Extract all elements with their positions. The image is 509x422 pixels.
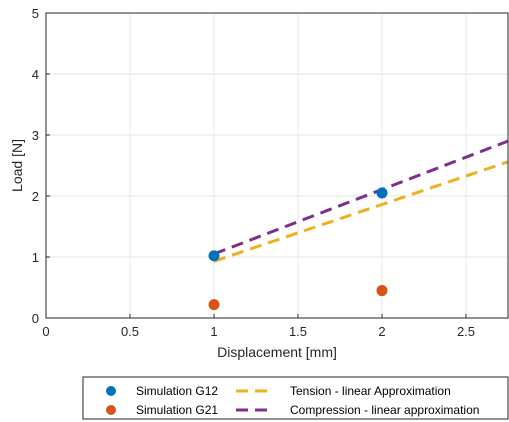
x-tick-label: 2.5 — [457, 324, 475, 339]
y-tick-label: 2 — [32, 189, 39, 204]
legend: Simulation G12 Simulation G21 Tension - li… — [82, 376, 509, 420]
grid — [45, 12, 508, 319]
axes-box — [45, 12, 509, 319]
y-tick-label: 3 — [32, 128, 39, 143]
y-tick-label: 0 — [32, 311, 39, 326]
legend-marker — [106, 405, 116, 415]
data-point-series-1 — [376, 187, 388, 199]
x-axis-label: Displacement [mm] — [217, 344, 337, 360]
y-axis-label: Load [N] — [9, 139, 25, 192]
data-point-series-2 — [208, 299, 220, 311]
y-tick-label: 4 — [32, 67, 39, 82]
legend-label: Simulation G21 — [136, 403, 218, 417]
data-point-series-1 — [208, 250, 220, 262]
series-layer — [208, 139, 509, 311]
x-tick-label: 1 — [210, 324, 217, 339]
y-tick-label: 1 — [32, 250, 39, 265]
legend-marker — [106, 386, 116, 396]
legend-label: Compression - linear approximation — [290, 403, 479, 417]
legend-label: Simulation G12 — [136, 384, 218, 398]
x-tick-label: 2 — [378, 324, 385, 339]
x-tick-label: 1.5 — [289, 324, 307, 339]
y-tick-label: 5 — [32, 6, 39, 21]
series-line-3 — [213, 160, 509, 263]
legend-box — [82, 376, 509, 420]
series-line-4 — [213, 139, 509, 256]
legend-label: Tension - linear Approximation — [290, 384, 451, 398]
x-tick-label: 0.5 — [121, 324, 139, 339]
x-tick-label: 0 — [42, 324, 49, 339]
ticks: 0 0.5 1 1.5 2 2.5 0 1 2 3 4 5 — [32, 6, 475, 339]
data-point-series-2 — [376, 285, 388, 297]
